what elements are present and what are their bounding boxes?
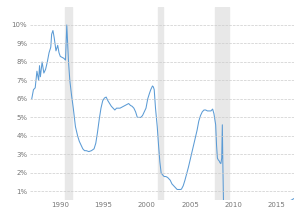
Bar bbox=[64, 7, 71, 200]
Bar bbox=[215, 7, 229, 200]
Bar bbox=[158, 7, 163, 200]
